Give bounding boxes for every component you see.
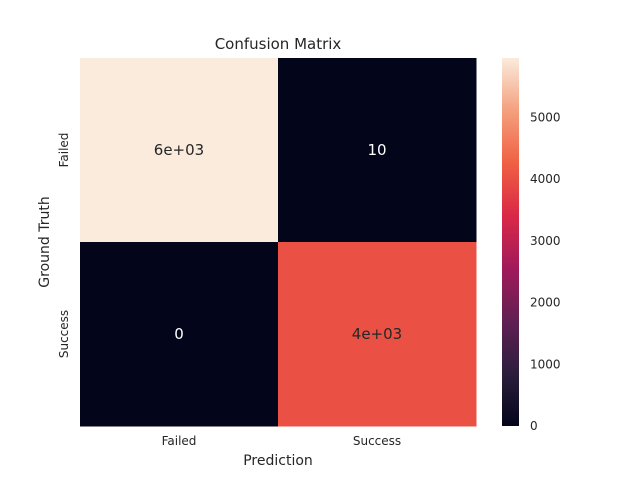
x-tick-label: Failed [162,434,197,448]
colorbar-tick-label: 2000 [530,296,561,310]
cell-value-label: 6e+03 [154,141,204,159]
cell-value-label: 10 [367,141,386,159]
colorbar-tick-label: 1000 [530,357,561,371]
colorbar [502,58,519,426]
colorbar-tick-label: 5000 [530,110,561,124]
y-axis-label: Ground Truth [37,196,53,287]
x-tick-label: Success [353,434,401,448]
heatmap-cell [278,58,477,243]
heatmap-cells: 6e+03 10 0 4e+03 [80,58,477,427]
heatmap-cell [80,242,279,427]
x-axis-label: Prediction [243,453,313,469]
chart-title: Confusion Matrix [215,35,342,53]
x-tick-labels: Failed Success [162,434,402,448]
cell-value-label: 4e+03 [352,325,402,343]
heatmap-cell [80,58,279,243]
cell-value-label: 0 [174,325,184,343]
y-tick-label: Failed [57,133,71,168]
y-tick-labels: Failed Success [57,133,71,359]
heatmap-cell [278,242,477,427]
y-tick-label: Success [57,310,71,358]
colorbar-ticks: 0 1000 2000 3000 4000 5000 [530,110,561,433]
colorbar-tick-label: 0 [530,419,538,433]
colorbar-tick-label: 3000 [530,234,561,248]
colorbar-tick-label: 4000 [530,172,561,186]
